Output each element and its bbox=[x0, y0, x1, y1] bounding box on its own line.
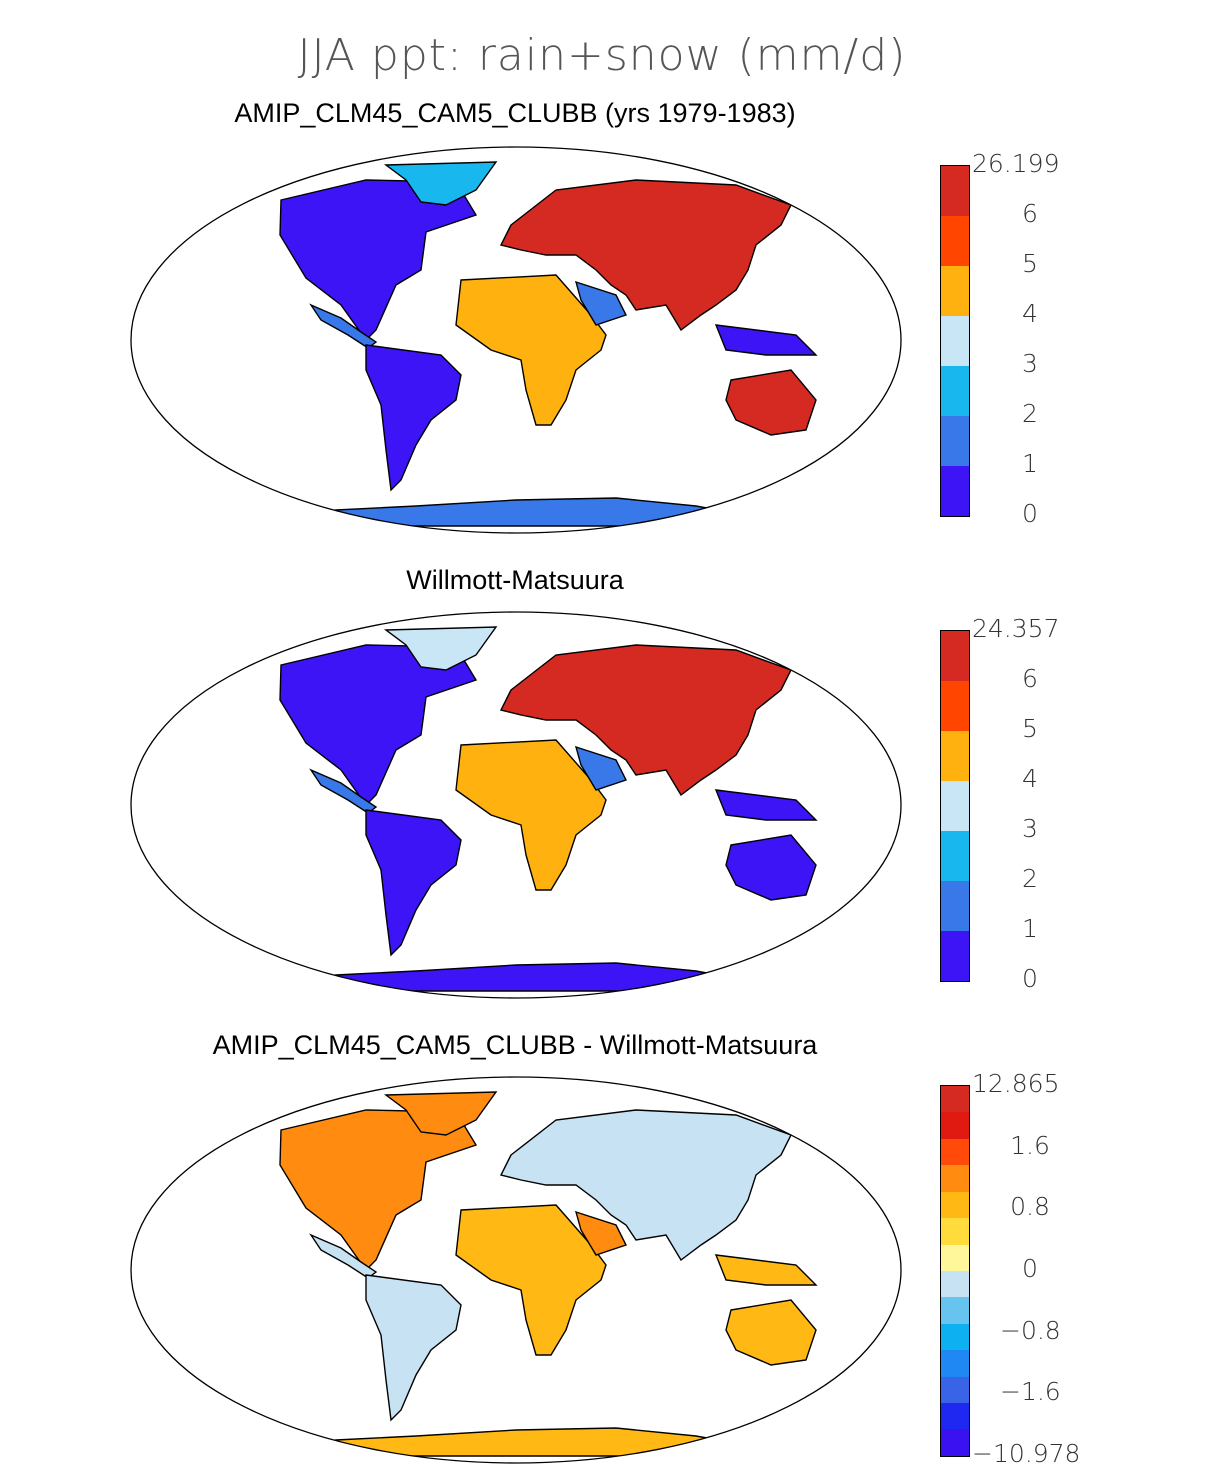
landmass bbox=[714, 1254, 818, 1286]
colorbar-segment bbox=[941, 1270, 969, 1298]
landmass bbox=[714, 324, 818, 356]
colorbar-tick-label: 1 bbox=[1022, 449, 1038, 478]
colorbar-segment bbox=[941, 1376, 969, 1404]
panel-title-difference: AMIP_CLM45_CAM5_CLUBB - Willmott-Matsuur… bbox=[212, 1030, 818, 1060]
colorbar-segment bbox=[941, 931, 969, 981]
colorbar-segment bbox=[941, 1323, 969, 1351]
landmass bbox=[383, 161, 498, 206]
colorbar-tick-label: 24.357 bbox=[972, 614, 1060, 643]
landmass bbox=[309, 303, 378, 349]
globe-outline bbox=[130, 611, 902, 999]
landmass bbox=[309, 1233, 378, 1279]
panel-title-observed: Willmott-Matsuura bbox=[406, 565, 624, 595]
colorbar-segment bbox=[941, 631, 969, 681]
colorbar-segment bbox=[941, 831, 969, 881]
land-precipitation-field bbox=[275, 626, 818, 992]
colorbar-tick-label: 4 bbox=[1022, 764, 1038, 793]
colorbar-tick-label: 0 bbox=[1022, 1254, 1038, 1283]
landmass bbox=[383, 1091, 498, 1136]
colorbar-segment bbox=[941, 1165, 969, 1192]
colorbar-tick-label: 26.199 bbox=[972, 149, 1060, 178]
colorbar-tick-label: 0 bbox=[1022, 964, 1038, 993]
colorbar-tick-label: 3 bbox=[1022, 814, 1038, 843]
colorbar-segment bbox=[941, 1403, 969, 1430]
colorbar-model bbox=[940, 165, 970, 517]
colorbar-segment bbox=[941, 881, 969, 931]
colorbar-tick-label: 1 bbox=[1022, 914, 1038, 943]
colorbar-segment bbox=[941, 1112, 969, 1139]
landmass bbox=[725, 1299, 817, 1366]
colorbar-observed bbox=[940, 630, 970, 982]
colorbar-segment bbox=[941, 216, 969, 266]
colorbar-segment bbox=[941, 266, 969, 316]
globe-outline bbox=[130, 1076, 902, 1464]
colorbar-segment bbox=[941, 1244, 969, 1271]
colorbar-tick-label: 6 bbox=[1022, 664, 1038, 693]
colorbar-segment bbox=[941, 316, 969, 366]
colorbar-tick-label: 5 bbox=[1022, 714, 1038, 743]
landmass bbox=[574, 280, 627, 326]
colorbar-tick-label: 3 bbox=[1022, 349, 1038, 378]
colorbar-segment bbox=[941, 731, 969, 781]
landmass bbox=[365, 1274, 462, 1422]
colorbar-tick-label: 5 bbox=[1022, 249, 1038, 278]
landmass bbox=[499, 179, 792, 332]
colorbar-tick-label: 6 bbox=[1022, 199, 1038, 228]
colorbar-segment bbox=[941, 166, 969, 216]
colorbar-segment bbox=[941, 681, 969, 731]
land-precipitation-field bbox=[275, 161, 818, 527]
landmass bbox=[309, 768, 378, 814]
landmass bbox=[499, 644, 792, 797]
landmass bbox=[383, 626, 498, 671]
landmass bbox=[365, 344, 462, 492]
colorbar-tick-label: 2 bbox=[1022, 864, 1038, 893]
colorbar-tick-label: −1.6 bbox=[1000, 1377, 1061, 1407]
colorbar-segment bbox=[941, 1138, 969, 1166]
land-precipitation-field bbox=[275, 1091, 818, 1457]
colorbar-tick-label: 1.6 bbox=[1010, 1130, 1050, 1160]
colorbar-segment bbox=[941, 1191, 969, 1219]
colorbar-segment bbox=[941, 466, 969, 516]
landmass bbox=[725, 369, 817, 436]
landmass bbox=[365, 809, 462, 957]
colorbar-difference bbox=[940, 1085, 970, 1457]
colorbar-tick-label: −10.978 bbox=[972, 1439, 1081, 1468]
colorbar-segment bbox=[941, 1218, 969, 1245]
colorbar-segment bbox=[941, 1429, 969, 1456]
landmass bbox=[574, 745, 627, 791]
colorbar-segment bbox=[941, 366, 969, 416]
colorbar-segment bbox=[941, 416, 969, 466]
landmass bbox=[275, 1427, 762, 1457]
colorbar-segment bbox=[941, 1350, 969, 1377]
panel-title-model: AMIP_CLM45_CAM5_CLUBB (yrs 1979-1983) bbox=[234, 98, 796, 128]
colorbar-segment bbox=[941, 1297, 969, 1324]
colorbar-tick-label: 0 bbox=[1022, 499, 1038, 528]
map-panel-observed bbox=[130, 611, 902, 999]
landmass bbox=[725, 834, 817, 901]
colorbar-tick-label: 12.865 bbox=[972, 1069, 1060, 1098]
landmass bbox=[275, 497, 762, 527]
colorbar-tick-label: −0.8 bbox=[1000, 1315, 1061, 1345]
map-panel-model bbox=[130, 146, 902, 534]
colorbar-tick-label: 2 bbox=[1022, 399, 1038, 428]
colorbar-segment bbox=[941, 781, 969, 831]
globe-outline bbox=[130, 146, 902, 534]
landmass bbox=[714, 789, 818, 821]
landmass bbox=[499, 1109, 792, 1262]
landmass bbox=[574, 1210, 627, 1256]
colorbar-tick-label: 4 bbox=[1022, 299, 1038, 328]
landmass bbox=[275, 962, 762, 992]
colorbar-segment bbox=[941, 1086, 969, 1113]
colorbar-tick-label: 0.8 bbox=[1010, 1192, 1050, 1222]
figure-title: JJA ppt: rain+snow (mm/d) bbox=[297, 30, 907, 81]
map-panel-difference bbox=[130, 1076, 902, 1464]
